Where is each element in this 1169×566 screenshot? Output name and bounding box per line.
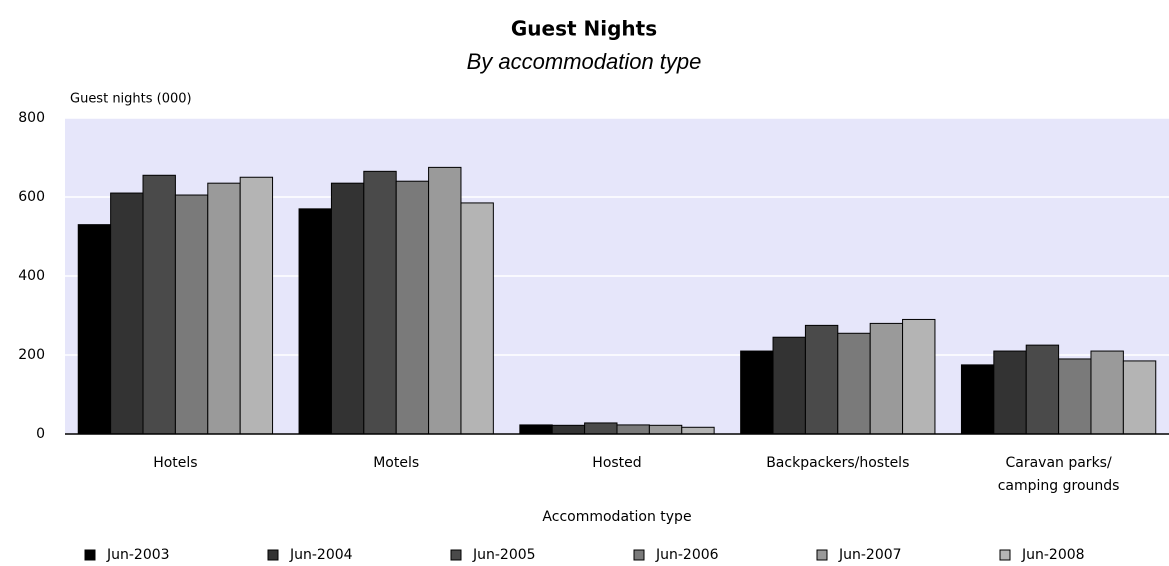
bar bbox=[519, 424, 553, 435]
bar bbox=[902, 318, 936, 435]
x-tick-label-box: Backpackers/hostels bbox=[727, 452, 948, 475]
bar bbox=[837, 332, 871, 435]
bar bbox=[239, 176, 274, 435]
legend-swatch bbox=[450, 549, 462, 561]
bar bbox=[298, 208, 332, 435]
bar bbox=[960, 364, 995, 435]
bar bbox=[551, 424, 586, 435]
legend-label: Jun-2008 bbox=[1021, 547, 1085, 563]
bar bbox=[330, 182, 365, 435]
chart-title: Guest Nights bbox=[511, 17, 657, 41]
chart-subtitle: By accommodation type bbox=[467, 49, 702, 74]
x-tick-label-box: Hotels bbox=[65, 452, 286, 475]
x-tick-label-wrap: Hosted bbox=[507, 452, 728, 475]
bar bbox=[142, 174, 176, 435]
legend-label: Jun-2004 bbox=[289, 547, 353, 563]
bar bbox=[740, 350, 774, 435]
x-tick-label-box: Hosted bbox=[507, 452, 728, 475]
x-tick-label-wrap: Hotels bbox=[65, 452, 286, 475]
bar bbox=[869, 322, 904, 435]
bar bbox=[1058, 358, 1092, 435]
bar bbox=[174, 194, 209, 435]
x-axis-label: Accommodation type bbox=[542, 509, 691, 525]
bar bbox=[395, 180, 430, 435]
x-tick-label-wrap: Motels bbox=[286, 452, 507, 475]
x-tick-label-box: Caravan parks/ camping grounds bbox=[948, 452, 1169, 498]
bar bbox=[460, 202, 494, 435]
bar bbox=[77, 224, 112, 435]
legend-label: Jun-2005 bbox=[472, 547, 536, 563]
bar bbox=[804, 324, 839, 435]
y-tick-label: 0 bbox=[36, 426, 45, 442]
legend-swatch bbox=[84, 549, 96, 561]
bar bbox=[1090, 350, 1124, 435]
y-tick-label: 400 bbox=[18, 268, 45, 284]
x-tick-label: Hotels bbox=[153, 455, 198, 471]
bar bbox=[1025, 344, 1060, 435]
y-tick-label: 800 bbox=[18, 110, 45, 126]
x-tick-label: Hosted bbox=[592, 455, 642, 471]
x-tick-label-box: Motels bbox=[286, 452, 507, 475]
bar bbox=[993, 350, 1027, 435]
legend-swatch bbox=[816, 549, 828, 561]
x-tick-label-wrap: Backpackers/hostels bbox=[727, 452, 948, 475]
legend-swatch bbox=[267, 549, 279, 561]
legend-label: Jun-2006 bbox=[655, 547, 719, 563]
x-tick-label-wrap: Caravan parks/ camping grounds bbox=[948, 452, 1169, 498]
bar bbox=[616, 424, 650, 435]
x-tick-label: Caravan parks/ camping grounds bbox=[997, 455, 1120, 494]
legend-label: Jun-2007 bbox=[838, 547, 902, 563]
bar bbox=[648, 424, 683, 435]
legend-swatch bbox=[999, 549, 1011, 561]
y-tick-label: 600 bbox=[18, 189, 45, 205]
legend-label: Jun-2003 bbox=[106, 547, 170, 563]
bar bbox=[428, 166, 462, 435]
bar bbox=[1122, 360, 1157, 435]
y-axis-label: Guest nights (000) bbox=[70, 92, 192, 107]
x-tick-label: Backpackers/hostels bbox=[766, 455, 910, 471]
bar bbox=[681, 426, 715, 435]
bar bbox=[584, 422, 618, 435]
bar bbox=[363, 170, 397, 435]
bar bbox=[772, 336, 806, 435]
y-tick-label: 200 bbox=[18, 347, 45, 363]
x-tick-label: Motels bbox=[373, 455, 420, 471]
legend-swatch bbox=[633, 549, 645, 561]
bar bbox=[207, 182, 241, 435]
bar bbox=[110, 192, 144, 435]
